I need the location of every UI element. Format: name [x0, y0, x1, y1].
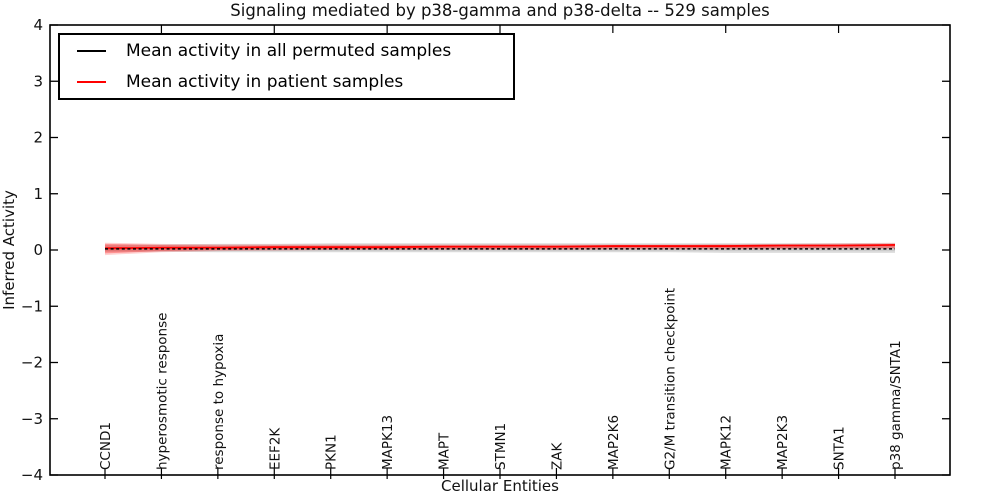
legend-entry-patient: Mean activity in patient samples: [60, 67, 513, 97]
x-category-label: PKN1: [324, 434, 340, 470]
chart-title: Signaling mediated by p38-gamma and p38-…: [230, 1, 770, 20]
x-category-label: MAP2K6: [606, 415, 622, 470]
x-category-label: CCND1: [98, 422, 114, 470]
x-category-label: p38 gamma/SNTA1: [888, 340, 904, 470]
legend-entry-permuted: Mean activity in all permuted samples: [60, 36, 513, 66]
x-category-label: MAP2K3: [775, 415, 791, 470]
legend-label: Mean activity in patient samples: [126, 72, 404, 92]
x-category-label: hyperosmotic response: [154, 313, 170, 470]
x-category-label: STMN1: [493, 423, 509, 470]
legend-line-sample-black: [77, 50, 106, 52]
x-category-label: MAPT: [437, 432, 453, 470]
x-category-label: MAPK13: [380, 415, 396, 470]
legend-line-sample-red: [77, 81, 106, 83]
x-category-label: G2/M transition checkpoint: [662, 288, 678, 470]
y-tick-label: −2: [21, 354, 43, 372]
y-tick-label: 4: [33, 16, 43, 34]
x-axis-label: Cellular Entities: [441, 477, 559, 495]
x-category-label: ZAK: [549, 442, 565, 470]
y-tick-label: 1: [33, 185, 43, 203]
legend-label: Mean activity in all permuted samples: [126, 41, 452, 61]
patient-mean-line: [104, 244, 896, 250]
y-axis-label: Inferred Activity: [0, 190, 18, 310]
y-tick-label: 0: [33, 241, 43, 259]
y-tick-label: 3: [33, 72, 43, 90]
x-category-label: EEF2K: [267, 427, 283, 470]
x-category-label: MAPK12: [719, 415, 735, 470]
y-tick-label: −1: [21, 297, 43, 315]
y-tick-label: −4: [21, 466, 43, 484]
legend-box: Mean activity in all permuted samples Me…: [58, 33, 515, 100]
y-tick-label: −3: [21, 410, 43, 428]
x-category-label: response to hypoxia: [211, 334, 227, 470]
x-category-label: SNTA1: [832, 426, 848, 470]
y-tick-label: 2: [33, 129, 43, 147]
